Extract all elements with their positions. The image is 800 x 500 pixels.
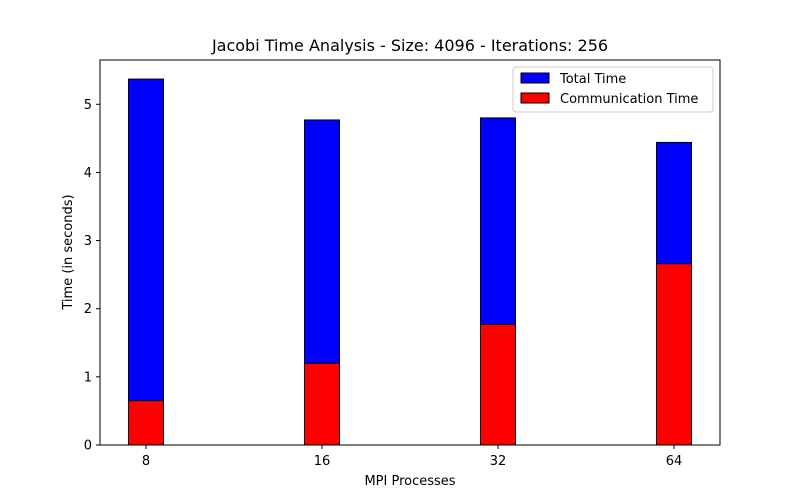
legend-label-total: Total Time xyxy=(559,72,626,87)
legend: Total Time Communication Time xyxy=(512,66,714,113)
y-tick-label: 3 xyxy=(84,234,92,249)
y-tick-label: 2 xyxy=(84,302,92,317)
x-axis-label: MPI Processes xyxy=(364,474,455,489)
y-tick-label: 4 xyxy=(84,166,92,181)
bars-group xyxy=(128,78,692,446)
x-tick-label: 64 xyxy=(666,454,683,469)
bar-total-8 xyxy=(128,78,164,446)
y-tick-label: 0 xyxy=(84,439,92,454)
y-axis: 0 1 2 3 4 5 xyxy=(84,98,100,454)
legend-box xyxy=(512,66,714,113)
chart-title: Jacobi Time Analysis - Size: 4096 - Iter… xyxy=(211,36,608,55)
y-tick-label: 5 xyxy=(84,98,92,113)
bar-communication-64 xyxy=(656,263,692,446)
y-tick-label: 1 xyxy=(84,370,92,385)
bar-communication-32 xyxy=(480,323,516,446)
plot-frame xyxy=(99,59,721,446)
bar-communication-16 xyxy=(304,362,340,446)
x-tick-label: 16 xyxy=(314,454,331,469)
legend-label-communication: Communication Time xyxy=(560,92,698,107)
x-axis: 8 16 32 64 xyxy=(142,445,682,469)
x-tick-label: 32 xyxy=(490,454,507,469)
bar-communication-8 xyxy=(128,400,164,446)
y-axis-label: Time (in seconds) xyxy=(61,194,76,310)
legend-swatch-total xyxy=(520,72,550,84)
legend-swatch-communication xyxy=(520,92,550,104)
x-tick-label: 8 xyxy=(142,454,150,469)
